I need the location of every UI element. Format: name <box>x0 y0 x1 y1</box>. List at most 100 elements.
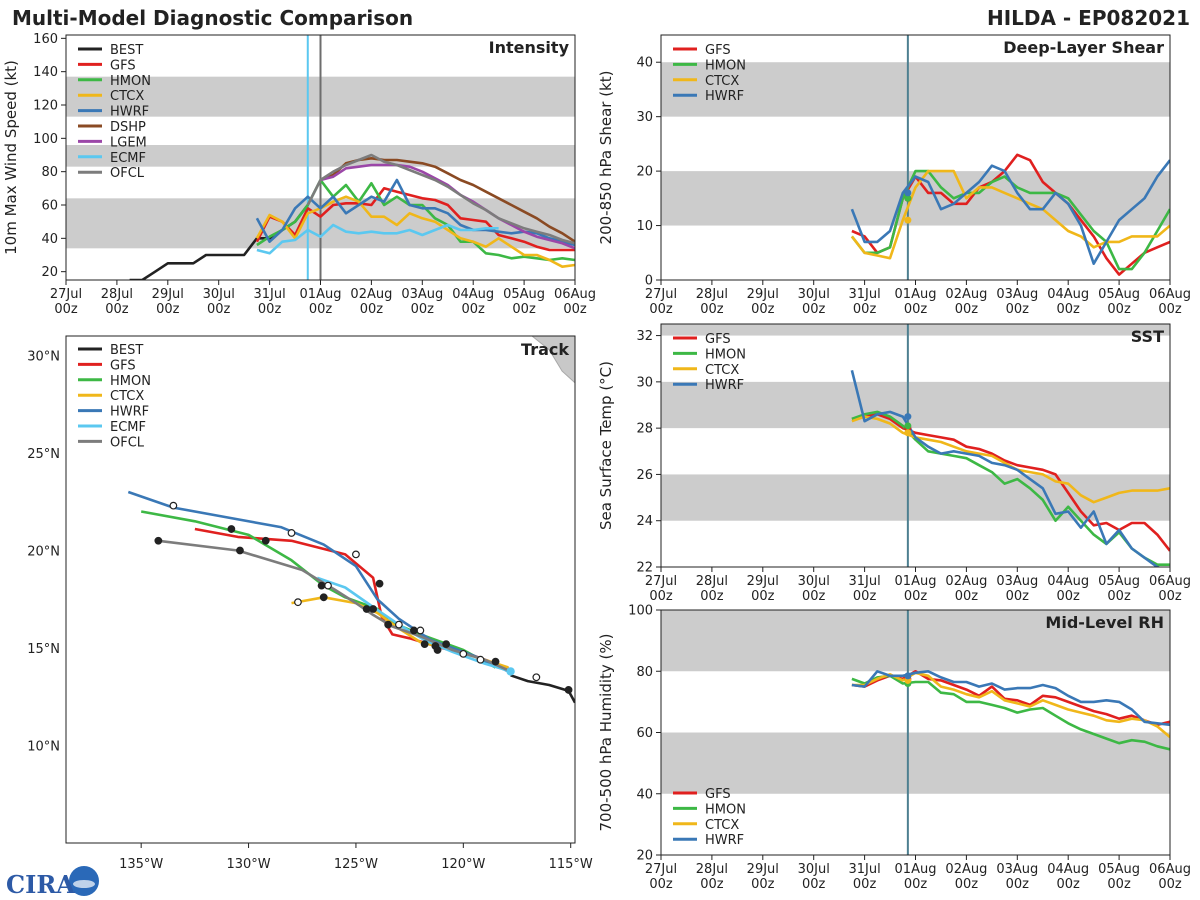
track-marker-ofcl <box>154 536 163 545</box>
intensity-xtick-hour: 00z <box>309 302 333 317</box>
shear-xtick-hour: 00z <box>802 302 826 317</box>
track-marker-hmon <box>442 640 451 648</box>
shear-xtick-date: 28Jul <box>696 287 728 302</box>
sst-ytick-label: 30 <box>636 375 653 390</box>
shear-ylabel: 200-850 hPa Shear (kt) <box>597 71 615 245</box>
rh-legend-label-ctcx: CTCX <box>705 818 739 833</box>
intensity-ytick-label: 160 <box>33 32 58 47</box>
shear-init-point-hmon <box>904 194 912 202</box>
sst-xtick-hour: 00z <box>904 589 928 604</box>
shear-legend-label-hwrf: HWRF <box>705 89 744 104</box>
track-marker-ofcl <box>236 546 244 555</box>
shear-ytick-label: 30 <box>636 110 653 125</box>
rh-plot-area <box>661 610 1170 855</box>
sst-ytick-label: 26 <box>636 468 653 483</box>
track-marker-ofcl <box>433 646 442 654</box>
track-legend-label-best: BEST <box>110 343 143 358</box>
sst-legend-label-hwrf: HWRF <box>705 378 744 393</box>
intensity-xtick-date: 31Jul <box>253 287 285 302</box>
sst-plot-area <box>661 324 1170 567</box>
intensity-xtick-hour: 00z <box>563 302 587 317</box>
rh-xtick-date: 01Aug <box>895 862 937 877</box>
track-current-position <box>506 667 515 676</box>
track-plot-area <box>127 336 575 704</box>
intensity-legend-label-dshp: DSHP <box>110 120 146 135</box>
track-lat-label: 10°N <box>27 740 60 755</box>
rh-xtick-date: 03Aug <box>996 862 1038 877</box>
sst-xtick-date: 01Aug <box>895 574 937 589</box>
sst-panel: 22242628303227Jul00z28Jul00z29Jul00z30Ju… <box>597 323 1191 604</box>
rh-xtick-date: 31Jul <box>848 862 880 877</box>
track-marker-ofcl <box>369 605 378 613</box>
sst-xtick-hour: 00z <box>649 589 673 604</box>
track-marker-best <box>564 686 573 694</box>
shear-xtick-hour: 00z <box>1107 302 1131 317</box>
cira-logo-text: CIRA <box>6 870 75 899</box>
sst-init-point-hwrf <box>904 413 912 421</box>
intensity-legend-label-ctcx: CTCX <box>110 89 144 104</box>
sst-xtick-hour: 00z <box>802 589 826 604</box>
track-marker-ctcx <box>294 598 302 607</box>
intensity-legend-label-ecmf: ECMF <box>110 151 146 166</box>
shear-series-ctcx <box>850 169 1170 260</box>
intensity-xtick-hour: 00z <box>258 302 282 317</box>
intensity-plot-area <box>66 35 575 280</box>
rh-xtick-hour: 00z <box>1158 877 1182 892</box>
shear-xtick-hour: 00z <box>649 302 673 317</box>
track-marker-ecmf <box>324 581 332 590</box>
sst-xtick-date: 27Jul <box>645 574 677 589</box>
track-legend-label-ofcl: OFCL <box>110 435 145 450</box>
rh-xtick-date: 28Jul <box>696 862 728 877</box>
rh-xtick-date: 02Aug <box>945 862 987 877</box>
intensity-series-gfs <box>255 187 575 252</box>
track-lon-label: 135°W <box>119 857 163 872</box>
shear-ytick-label: 20 <box>636 165 653 180</box>
track-marker-hwrf <box>476 655 485 664</box>
intensity-legend-label-hmon: HMON <box>110 74 151 89</box>
track-lat-label: 15°N <box>27 642 60 657</box>
sst-legend-label-ctcx: CTCX <box>705 363 739 378</box>
intensity-series-lgem <box>320 163 575 250</box>
sst-xtick-date: 28Jul <box>696 574 728 589</box>
rh-init-point-hwrf <box>904 672 912 680</box>
intensity-xtick-date: 30Jul <box>203 287 235 302</box>
sst-ytick-label: 32 <box>636 329 653 344</box>
sst-xtick-hour: 00z <box>1158 589 1182 604</box>
sst-xtick-hour: 00z <box>1006 589 1030 604</box>
sst-xtick-date: 03Aug <box>996 574 1038 589</box>
intensity-xtick-date: 06Aug <box>554 287 596 302</box>
rh-threshold-band-0 <box>661 732 1170 794</box>
track-marker-ecmf <box>459 649 468 658</box>
shear-xtick-hour: 00z <box>1006 302 1030 317</box>
sst-ytick-label: 22 <box>636 561 653 576</box>
track-marker-ofcl <box>317 581 326 590</box>
sst-ytick-label: 24 <box>636 514 653 529</box>
rh-legend-label-gfs: GFS <box>705 787 731 802</box>
track-series-ofcl <box>158 539 512 673</box>
rh-legend-label-hwrf: HWRF <box>705 833 744 848</box>
sst-xtick-hour: 00z <box>1057 589 1081 604</box>
shear-xtick-hour: 00z <box>751 302 775 317</box>
sst-init-point-ctcx <box>904 429 912 437</box>
sst-xtick-hour: 00z <box>955 589 979 604</box>
rh-xtick-hour: 00z <box>700 877 724 892</box>
shear-xtick-hour: 00z <box>955 302 979 317</box>
track-marker-hwrf <box>416 626 425 635</box>
shear-threshold-band-0 <box>661 171 1170 226</box>
sst-ylabel: Sea Surface Temp (°C) <box>597 361 615 530</box>
sst-threshold-band-2 <box>661 324 1170 336</box>
shear-xtick-date: 02Aug <box>945 287 987 302</box>
intensity-xtick-hour: 00z <box>462 302 486 317</box>
sst-init-point-hmon <box>904 422 912 430</box>
track-lon-label: 125°W <box>334 857 378 872</box>
track-marker-ctcx <box>319 593 328 602</box>
rh-xtick-date: 04Aug <box>1047 862 1089 877</box>
intensity-xtick-date: 28Jul <box>101 287 133 302</box>
shear-legend-label-hmon: HMON <box>705 58 746 73</box>
rh-xtick-date: 30Jul <box>798 862 830 877</box>
rh-xtick-hour: 00z <box>1057 877 1081 892</box>
sst-title: SST <box>1131 327 1164 346</box>
shear-series-hwrf <box>850 159 1170 265</box>
intensity-xtick-date: 03Aug <box>401 287 443 302</box>
track-marker-ecmf <box>394 620 403 629</box>
